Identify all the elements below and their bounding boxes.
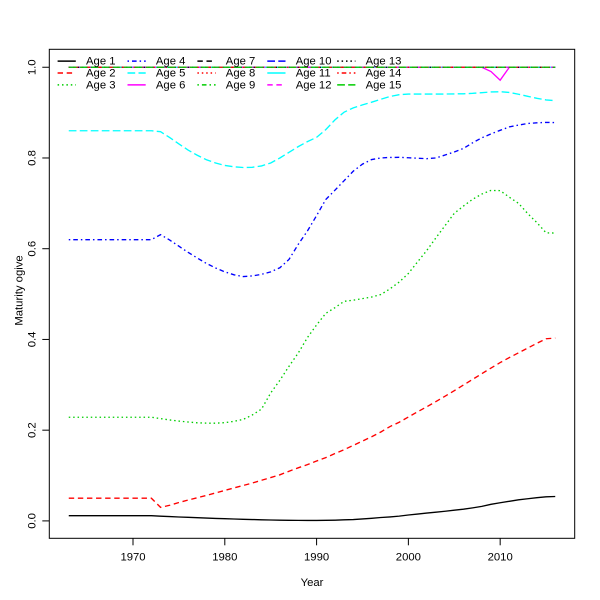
svg-text:Age 15: Age 15 xyxy=(366,79,402,91)
svg-text:Age 11: Age 11 xyxy=(296,67,331,79)
svg-text:1.0: 1.0 xyxy=(27,59,39,75)
svg-text:Age 12: Age 12 xyxy=(296,79,332,91)
svg-text:Year: Year xyxy=(301,577,324,589)
svg-text:Age 10: Age 10 xyxy=(296,56,332,68)
svg-text:Age 14: Age 14 xyxy=(366,67,402,79)
svg-text:Age 13: Age 13 xyxy=(366,56,402,68)
svg-text:0.0: 0.0 xyxy=(27,513,39,529)
svg-text:0.2: 0.2 xyxy=(27,422,39,438)
svg-text:Age 5: Age 5 xyxy=(156,67,186,79)
svg-text:Age 8: Age 8 xyxy=(226,67,256,79)
svg-text:0.6: 0.6 xyxy=(27,241,39,257)
svg-text:Age 2: Age 2 xyxy=(86,67,116,79)
svg-text:Age 9: Age 9 xyxy=(226,79,256,91)
svg-text:Age 4: Age 4 xyxy=(156,56,186,68)
svg-text:Age 3: Age 3 xyxy=(86,79,116,91)
svg-text:1990: 1990 xyxy=(304,552,329,564)
svg-text:1970: 1970 xyxy=(120,552,145,564)
svg-text:1980: 1980 xyxy=(212,552,237,564)
svg-text:Age 7: Age 7 xyxy=(226,56,256,68)
svg-text:2000: 2000 xyxy=(396,552,421,564)
svg-text:0.8: 0.8 xyxy=(27,150,39,166)
svg-text:Age 6: Age 6 xyxy=(156,79,186,91)
svg-text:Maturity ogive: Maturity ogive xyxy=(14,255,26,325)
svg-text:0.4: 0.4 xyxy=(27,332,39,348)
svg-text:2010: 2010 xyxy=(488,552,513,564)
svg-text:Age 1: Age 1 xyxy=(86,56,116,68)
